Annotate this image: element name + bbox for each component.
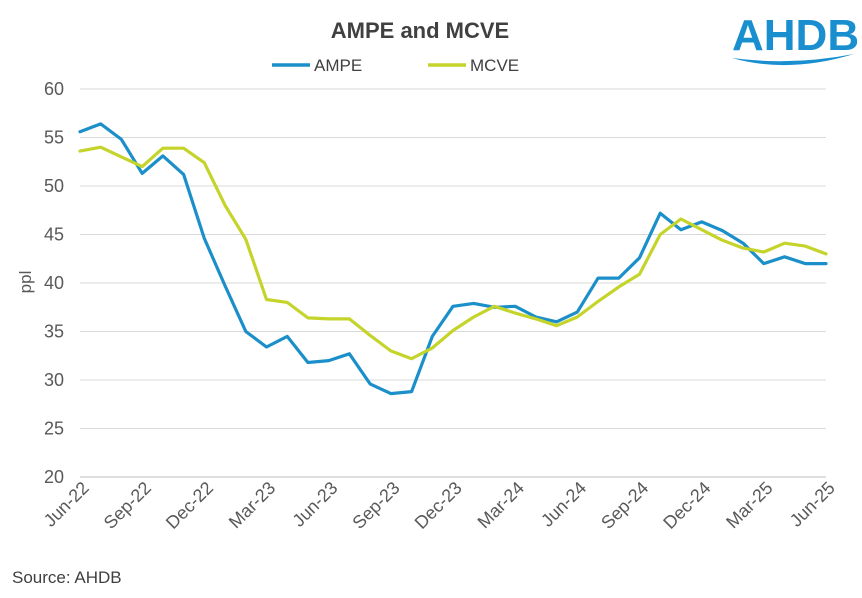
series-lines xyxy=(78,122,828,396)
y-tick-label: 20 xyxy=(44,467,64,487)
x-tick-label: Sep-24 xyxy=(597,478,652,533)
y-tick-label: 35 xyxy=(44,322,64,342)
x-tick-label: Jun-25 xyxy=(786,478,839,531)
legend: AMPE MCVE xyxy=(272,56,519,75)
logo-text: AHDB xyxy=(732,11,858,60)
x-tick-label: Dec-23 xyxy=(411,478,466,533)
y-tick-label: 50 xyxy=(44,176,64,196)
x-tick-label: Dec-24 xyxy=(659,478,714,533)
chart-title: AMPE and MCVE xyxy=(331,18,509,43)
ahdb-logo: AHDB xyxy=(732,11,858,66)
legend-label-ampe: AMPE xyxy=(314,56,362,75)
x-tick-label: Mar-23 xyxy=(225,478,279,532)
x-tick-label: Sep-23 xyxy=(348,478,403,533)
y-tick-label: 40 xyxy=(44,273,64,293)
y-tick-labels: 20 25 30 35 40 45 50 55 60 xyxy=(44,79,64,487)
logo-swoosh-icon xyxy=(732,54,854,66)
y-tick-label: 60 xyxy=(44,79,64,99)
series-line-mcve xyxy=(78,145,828,361)
y-axis-label: ppl xyxy=(16,271,35,294)
legend-label-mcve: MCVE xyxy=(470,56,519,75)
x-tick-label: Mar-25 xyxy=(722,478,776,532)
x-tick-labels: Jun-22 Sep-22 Dec-22 Mar-23 Jun-23 Sep-23 Dec-… xyxy=(40,478,839,533)
x-tick-label: Jun-24 xyxy=(537,478,590,531)
series-line-ampe xyxy=(78,122,828,396)
x-tick-label: Sep-22 xyxy=(100,478,155,533)
gridlines xyxy=(80,88,826,478)
y-tick-label: 55 xyxy=(44,128,64,148)
y-tick-label: 45 xyxy=(44,225,64,245)
x-tick-label: Dec-22 xyxy=(162,478,217,533)
x-tick-label: Mar-24 xyxy=(474,478,528,532)
source-note: Source: AHDB xyxy=(12,568,122,587)
x-tick-label: Jun-23 xyxy=(288,478,341,531)
y-tick-label: 25 xyxy=(44,419,64,439)
y-tick-label: 30 xyxy=(44,370,64,390)
